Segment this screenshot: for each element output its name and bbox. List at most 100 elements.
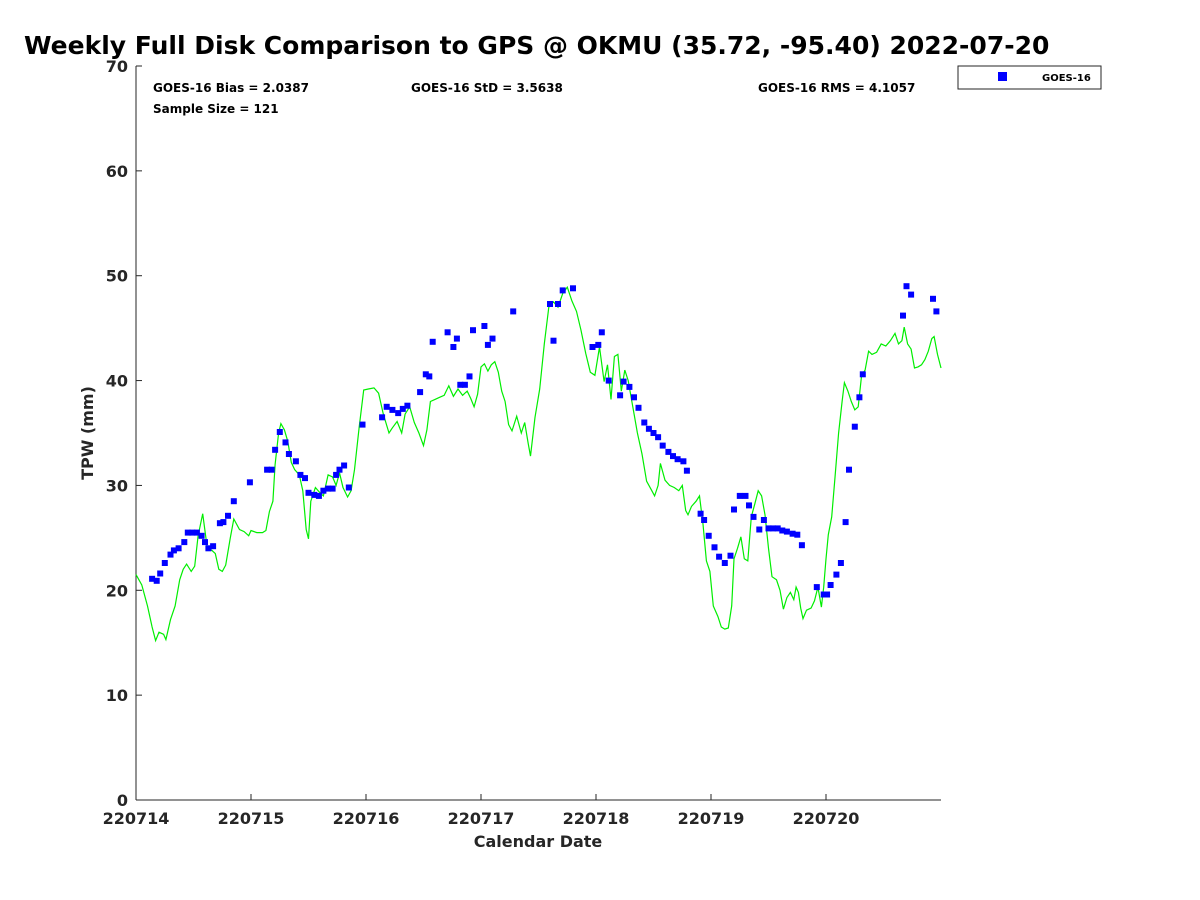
std-annotation: GOES-16 StD = 3.5638	[411, 81, 563, 95]
goes-16-point	[153, 577, 160, 584]
y-tick-label: 20	[106, 581, 128, 600]
goes-16-point	[650, 430, 657, 436]
bias-annotation: GOES-16 Bias = 2.0387	[153, 81, 309, 95]
goes-16-point	[333, 471, 340, 478]
goes-16-point	[626, 383, 633, 390]
x-tick-label: 220717	[448, 809, 515, 828]
goes-16-point	[302, 475, 308, 482]
y-axis: 0 10 20 30 40 50 60 70	[106, 57, 142, 810]
goes-16-point	[202, 539, 208, 546]
goes-16-point	[426, 373, 433, 380]
goes-16-point	[510, 308, 517, 315]
goes-16-point	[216, 520, 223, 527]
goes-16-point	[750, 513, 757, 520]
goes-16-point	[827, 582, 834, 588]
goes-16-point	[484, 341, 491, 348]
goes-16-point	[315, 492, 322, 499]
goes-16-point	[246, 479, 253, 486]
goes-16-point	[481, 323, 488, 329]
x-tick-label: 220719	[678, 809, 745, 828]
y-axis-label: TPW (mm)	[78, 386, 97, 480]
goes-16-point	[450, 344, 457, 350]
goes-16-point	[742, 492, 749, 499]
goes-16-point	[846, 466, 852, 473]
goes-16-point	[716, 553, 723, 560]
goes-16-point	[765, 525, 772, 532]
y-tick-label: 40	[106, 372, 128, 391]
goes-16-point	[770, 525, 777, 532]
goes-16-point	[683, 467, 690, 474]
goes-16-point	[774, 525, 781, 532]
x-tick-label: 220720	[793, 809, 860, 828]
goes-16-point	[379, 414, 386, 421]
goes-16-point	[598, 329, 605, 336]
goes-16-point	[336, 466, 343, 473]
x-tick-label: 220715	[218, 809, 285, 828]
goes-16-point	[746, 502, 752, 509]
goes-16-point	[157, 570, 164, 577]
goes-16-point	[903, 283, 910, 290]
goes-16-point	[631, 394, 637, 401]
goes-16-point	[383, 403, 390, 410]
goes-16-point	[550, 337, 557, 344]
goes-16-point	[711, 544, 718, 551]
goes-16-point	[595, 341, 602, 348]
goes-16-point	[282, 439, 289, 446]
goes-16-series	[149, 283, 940, 598]
goes-16-point	[617, 392, 624, 399]
goes-16-point	[345, 484, 352, 491]
y-tick-label: 50	[106, 267, 128, 286]
goes-16-point	[620, 378, 627, 385]
rms-annotation: GOES-16 RMS = 4.1057	[758, 81, 915, 95]
goes-16-point	[930, 295, 936, 302]
y-tick-label: 30	[106, 476, 128, 495]
goes-16-point	[659, 442, 666, 449]
goes-16-point	[824, 591, 831, 598]
goes-16-point	[547, 301, 553, 307]
goes-16-point	[205, 545, 212, 552]
legend-marker-goes-16	[998, 72, 1007, 81]
goes-16-point	[149, 575, 156, 582]
goes-16-point	[833, 571, 840, 578]
goes-16-point	[908, 291, 915, 298]
goes-16-point	[736, 492, 743, 499]
goes-16-point	[292, 458, 299, 465]
goes-16-point	[842, 519, 849, 526]
legend-entry-goes-16: GOES-16	[1042, 73, 1091, 84]
goes-16-point	[721, 560, 728, 566]
goes-16-point	[635, 404, 642, 411]
goes-16-point	[705, 532, 712, 539]
goes-16-point	[404, 402, 411, 409]
goes-16-point	[856, 394, 863, 401]
goes-16-point	[320, 487, 327, 494]
goes-16-point	[193, 529, 200, 536]
goes-16-point	[820, 591, 827, 598]
goes-16-point	[727, 552, 734, 559]
goes-16-point	[680, 458, 687, 465]
goes-16-point	[789, 530, 796, 537]
goes-16-point	[198, 532, 205, 539]
y-tick-label: 60	[106, 162, 128, 181]
x-axis: 220714 220715 220716 220717 220718 220719 2207…	[103, 794, 860, 828]
goes-16-point	[305, 489, 312, 496]
goes-16-point	[189, 529, 196, 536]
x-tick-label: 220718	[563, 809, 630, 828]
goes-16-point	[489, 335, 496, 342]
goes-16-point	[175, 545, 182, 552]
goes-16-point	[184, 529, 191, 536]
sample-size-annotation: Sample Size = 121	[153, 102, 279, 116]
goes-16-point	[670, 453, 676, 460]
y-tick-label: 10	[106, 686, 128, 705]
goes-16-point	[697, 510, 704, 517]
goes-16-point	[325, 485, 332, 492]
goes-16-point	[170, 547, 177, 554]
goes-16-point	[341, 462, 348, 469]
goes-16-point	[429, 338, 436, 345]
goes-16-point	[837, 560, 844, 566]
goes-16-point	[731, 506, 737, 513]
goes-16-point	[210, 543, 217, 550]
goes-16-point	[655, 434, 662, 441]
goes-16-point	[461, 381, 468, 388]
goes-16-point	[779, 527, 786, 534]
goes-16-point	[311, 491, 318, 498]
